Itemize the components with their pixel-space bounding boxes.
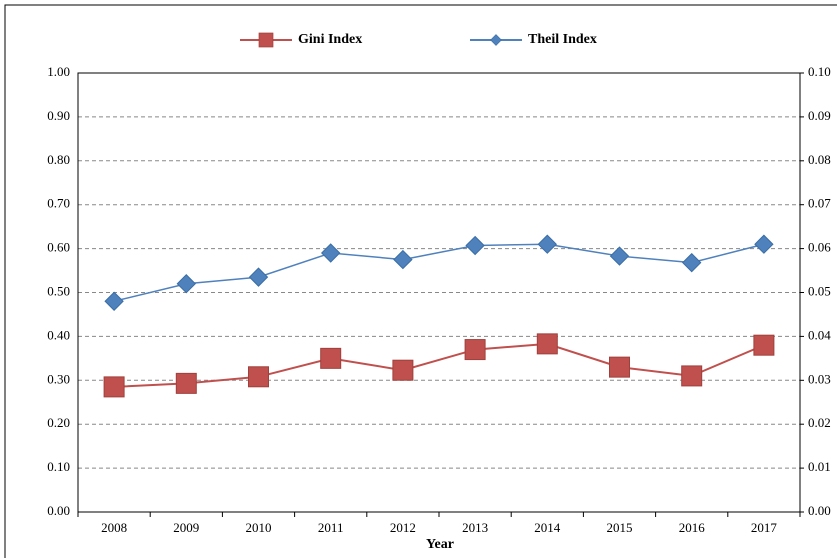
y-tick-label: 0.70 (47, 196, 70, 211)
y-tick-label: 0.30 (47, 371, 70, 386)
y-tick-label: 0.80 (47, 152, 70, 167)
point (320, 347, 342, 369)
y2-tick-label: 0.02 (808, 415, 831, 430)
x-tick-label: 2009 (173, 520, 199, 535)
y2-tick-label: 0.01 (808, 459, 831, 474)
series-line (113, 243, 765, 303)
point (753, 334, 775, 356)
x-axis-label: Year (426, 537, 454, 552)
x-tick-label: 2010 (246, 520, 272, 535)
y-tick-label: 0.50 (47, 283, 70, 298)
legend-marker (258, 32, 274, 48)
y2-tick-label: 0.00 (808, 503, 831, 518)
x-tick-label: 2013 (462, 520, 488, 535)
point (248, 366, 269, 388)
point (681, 252, 702, 273)
point (609, 246, 630, 266)
y-tick-label: 0.00 (47, 503, 70, 518)
y2-tick-label: 0.03 (808, 371, 831, 386)
legend-label: Gini Index (298, 32, 362, 47)
point (465, 235, 485, 256)
x-tick-label: 2017 (751, 520, 778, 535)
x-tick-label: 2015 (607, 520, 633, 535)
point (320, 243, 341, 263)
y2-tick-label: 0.10 (808, 64, 831, 79)
legend-marker (490, 34, 502, 46)
point (681, 365, 703, 387)
y2-tick-label: 0.08 (808, 152, 831, 167)
point (754, 234, 774, 254)
x-tick-label: 2008 (101, 520, 127, 535)
point (175, 372, 197, 394)
point (103, 376, 125, 398)
point (537, 234, 558, 254)
legend-label: Theil Index (528, 32, 597, 47)
x-tick-label: 2014 (534, 520, 561, 535)
point (392, 359, 414, 381)
y-tick-label: 1.00 (47, 64, 70, 79)
y-tick-label: 0.90 (47, 108, 70, 123)
y-tick-label: 0.20 (47, 415, 70, 430)
point (176, 274, 197, 294)
point (536, 333, 558, 355)
y2-tick-label: 0.06 (808, 240, 831, 255)
point (464, 339, 486, 361)
y2-tick-label: 0.04 (808, 327, 831, 342)
point (393, 249, 413, 270)
point (609, 356, 630, 378)
y2-tick-label: 0.09 (808, 108, 831, 123)
outer-border (4, 4, 837, 558)
y-tick-label: 0.40 (47, 327, 70, 342)
x-tick-label: 2011 (318, 520, 344, 535)
y2-tick-label: 0.05 (808, 283, 831, 298)
series-line (114, 342, 765, 388)
y2-tick-label: 0.07 (808, 196, 831, 211)
point (104, 291, 124, 311)
y-tick-label: 0.60 (47, 240, 70, 255)
x-tick-label: 2012 (390, 520, 416, 535)
x-tick-label: 2016 (679, 520, 706, 535)
point (248, 267, 269, 287)
y-tick-label: 0.10 (47, 459, 70, 474)
